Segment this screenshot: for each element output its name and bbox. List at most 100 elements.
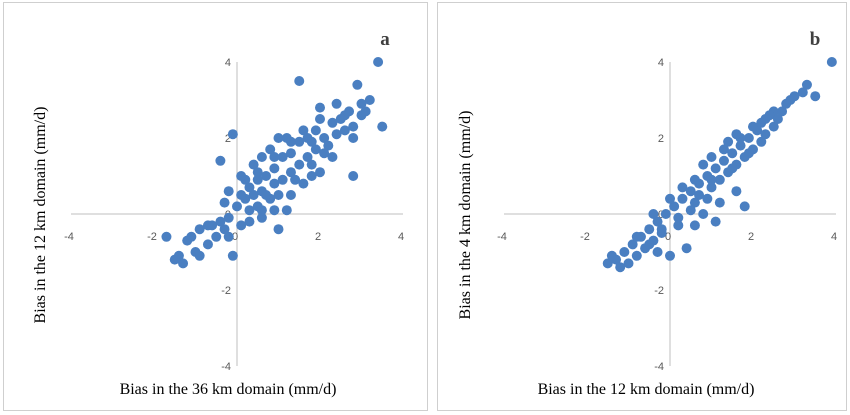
data-point <box>735 140 746 151</box>
data-point <box>236 171 247 181</box>
data-point <box>306 136 317 147</box>
data-point <box>714 174 725 185</box>
data-point <box>706 152 717 162</box>
data-point <box>677 182 688 193</box>
data-point <box>211 231 222 242</box>
data-point <box>294 136 305 147</box>
y-tick-label: 2 <box>225 133 231 145</box>
y-axis-title: Bias in the 12 km domain (mm/d) <box>32 107 49 324</box>
panel-label: a <box>380 29 390 50</box>
data-point <box>202 220 213 231</box>
data-point <box>256 212 267 223</box>
data-point <box>223 186 234 197</box>
data-point <box>273 224 284 235</box>
data-point <box>627 239 638 250</box>
data-point <box>631 250 642 261</box>
data-point <box>756 136 767 147</box>
data-point <box>810 91 821 102</box>
x-axis-title: Bias in the 12 km domain (mm/d) <box>538 381 755 398</box>
data-point <box>706 182 717 193</box>
data-point <box>689 174 700 185</box>
data-point <box>194 224 205 235</box>
data-point <box>615 262 626 273</box>
data-point <box>327 152 338 162</box>
data-point <box>648 209 659 219</box>
data-point <box>298 125 309 136</box>
data-point <box>335 114 346 124</box>
data-point <box>223 231 234 242</box>
data-point <box>302 152 313 162</box>
data-point <box>781 98 792 109</box>
data-point <box>743 133 754 143</box>
y-tick-label: -2 <box>221 285 231 297</box>
data-point <box>261 171 272 181</box>
data-point <box>252 167 263 178</box>
data-point <box>285 136 296 147</box>
data-point <box>202 239 213 250</box>
data-point <box>356 98 367 109</box>
data-point <box>681 243 692 254</box>
data-point <box>331 98 342 109</box>
x-tick-label: 2 <box>315 231 321 243</box>
data-point <box>215 216 226 227</box>
data-point <box>232 201 242 212</box>
y-axis-title: Bias in the 4 km domain (mm/d) <box>457 111 474 320</box>
data-point <box>348 133 359 143</box>
data-point <box>269 178 280 189</box>
data-point <box>223 212 234 223</box>
data-point <box>698 159 709 170</box>
data-point <box>660 209 671 219</box>
data-point <box>723 136 734 147</box>
data-point <box>364 95 375 105</box>
data-point <box>219 197 230 208</box>
y-tick-label: 4 <box>225 57 231 69</box>
data-point <box>248 190 259 200</box>
x-tick-label: -4 <box>64 231 74 243</box>
data-point <box>673 220 684 231</box>
data-point <box>285 190 296 200</box>
data-point <box>652 216 663 227</box>
x-tick-label: 0 <box>665 231 671 243</box>
data-point <box>227 250 238 261</box>
data-point <box>310 125 321 136</box>
data-point <box>310 144 321 155</box>
data-point <box>710 216 721 227</box>
data-point <box>644 224 655 235</box>
scatter-panel-b: -4 -2 0 2 4 -4 -2 0 2 4 b Bias in the 12 km domain … <box>437 2 847 411</box>
data-point <box>294 159 305 170</box>
data-point <box>265 144 276 155</box>
data-point <box>248 159 259 170</box>
data-point <box>760 129 771 140</box>
data-point <box>327 117 338 128</box>
x-tick-label: 2 <box>748 231 754 243</box>
data-point <box>319 148 330 159</box>
data-point <box>727 148 738 159</box>
x-tick-label: -4 <box>497 231 507 243</box>
data-point <box>315 102 325 113</box>
data-point <box>631 231 642 242</box>
data-point <box>710 163 721 174</box>
data-point <box>194 250 205 261</box>
data-point <box>727 163 738 174</box>
data-point <box>315 167 325 178</box>
data-point <box>718 144 729 155</box>
data-point <box>252 174 263 185</box>
data-point <box>777 106 788 117</box>
data-point <box>689 197 700 208</box>
data-point <box>685 205 696 216</box>
y-tick-label: -4 <box>654 361 664 373</box>
data-point <box>739 201 750 212</box>
x-tick-label: -2 <box>147 231 157 243</box>
y-tick-label: -4 <box>221 361 231 373</box>
data-point <box>344 106 355 117</box>
data-point <box>219 224 230 235</box>
x-tick-label: -2 <box>580 231 590 243</box>
data-point <box>706 174 717 185</box>
data-point <box>714 197 725 208</box>
data-point <box>352 79 363 90</box>
data-point <box>256 152 267 162</box>
y-tick-label: -2 <box>654 285 664 297</box>
data-point <box>227 129 238 140</box>
